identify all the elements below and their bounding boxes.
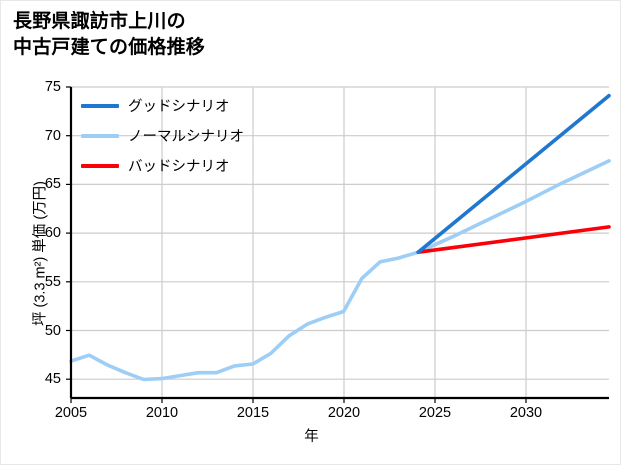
y-tick-label: 55 xyxy=(44,273,61,290)
y-axis-label: 坪 (3.3 m²) 単価 (万円) xyxy=(32,181,49,326)
series-line-good xyxy=(416,93,611,254)
plot-background xyxy=(71,87,609,398)
legend-entry-normal: ノーマルシナリオ xyxy=(81,125,244,146)
x-tick-label: 2025 xyxy=(418,405,452,421)
x-tick-label: 2015 xyxy=(236,405,270,421)
y-tick-label: 70 xyxy=(44,127,61,144)
series-line-bad xyxy=(416,225,611,254)
legend-swatch-normal-icon xyxy=(81,133,119,138)
y-tick-label: 75 xyxy=(44,79,61,95)
legend-entry-bad: バッドシナリオ xyxy=(81,155,244,176)
axis-ticks xyxy=(66,86,527,403)
series-line-normal xyxy=(69,159,611,382)
x-axis-label: 年 xyxy=(304,429,319,445)
legend-swatch-good-icon xyxy=(81,103,119,108)
y-tick-label: 45 xyxy=(44,371,61,388)
y-tick-label: 65 xyxy=(44,176,61,193)
legend-label-bad: バッドシナリオ xyxy=(128,159,230,175)
y-tick-label: 50 xyxy=(44,322,61,339)
x-tick-label: 2030 xyxy=(509,405,543,421)
y-tick-label: 60 xyxy=(44,225,61,242)
legend-label-normal: ノーマルシナリオ xyxy=(128,129,244,145)
axis-spines xyxy=(69,87,609,400)
legend-swatch-bad-icon xyxy=(81,163,119,168)
x-tick-label: 2005 xyxy=(54,405,88,421)
x-tick-label: 2010 xyxy=(145,405,179,421)
legend-label-good: グッドシナリオ xyxy=(128,99,230,115)
x-tick-label: 2020 xyxy=(327,405,361,421)
legend-entry-good: グッドシナリオ xyxy=(81,95,244,116)
chart-legend: グッドシナリオ ノーマルシナリオ バッドシナリオ xyxy=(79,91,246,180)
chart-title: 長野県諏訪市上川の 中古戸建ての価格推移 xyxy=(13,11,206,58)
